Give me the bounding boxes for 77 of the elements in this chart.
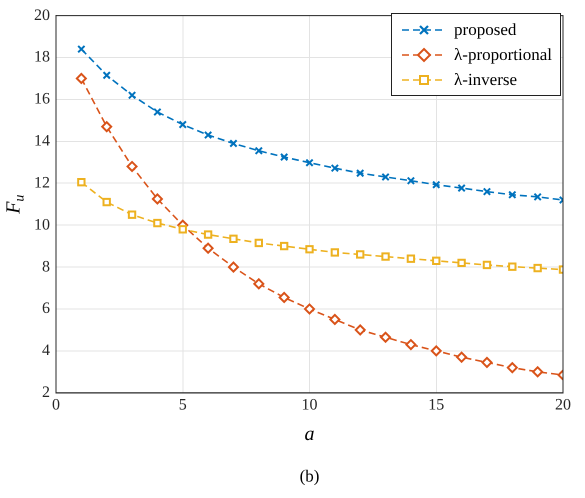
point bbox=[457, 184, 466, 192]
text: (b) bbox=[300, 466, 320, 486]
x-tick-label: 15 bbox=[428, 396, 444, 414]
point bbox=[406, 176, 416, 185]
point bbox=[508, 262, 516, 271]
point bbox=[304, 303, 315, 314]
point bbox=[456, 352, 468, 363]
point bbox=[305, 158, 314, 167]
point bbox=[508, 190, 516, 199]
point bbox=[329, 314, 340, 325]
y-tick-label: 20 bbox=[34, 6, 50, 24]
point bbox=[204, 130, 212, 140]
y-tick-label: 8 bbox=[42, 258, 50, 276]
y-tick-label: 4 bbox=[42, 342, 50, 360]
point bbox=[178, 120, 187, 129]
point bbox=[305, 245, 314, 254]
point bbox=[254, 238, 263, 248]
point bbox=[101, 121, 112, 132]
point bbox=[278, 292, 290, 303]
point bbox=[354, 324, 366, 336]
point bbox=[229, 234, 238, 243]
point bbox=[128, 210, 136, 219]
point bbox=[356, 169, 364, 178]
point bbox=[153, 108, 162, 116]
point bbox=[102, 198, 111, 206]
point bbox=[533, 192, 542, 202]
point bbox=[481, 356, 492, 368]
point bbox=[432, 256, 440, 265]
point bbox=[76, 72, 87, 84]
point bbox=[380, 332, 392, 343]
y-tick-label: 10 bbox=[34, 216, 50, 234]
legend-label: λ-proportional bbox=[454, 44, 552, 64]
x-tick-label: 20 bbox=[555, 396, 571, 414]
y-tick-label: 16 bbox=[34, 90, 50, 108]
point bbox=[330, 248, 340, 257]
point bbox=[381, 252, 390, 261]
x-tick-label: 10 bbox=[302, 396, 318, 414]
x-axis-title: a bbox=[304, 423, 314, 446]
point bbox=[432, 180, 440, 189]
legend-label: λ-inverse bbox=[454, 70, 518, 90]
point bbox=[152, 193, 163, 204]
point bbox=[202, 242, 214, 254]
point bbox=[128, 91, 136, 100]
point bbox=[381, 172, 390, 182]
legend-label: proposed bbox=[454, 20, 516, 40]
point bbox=[280, 152, 288, 162]
point bbox=[126, 160, 138, 172]
point bbox=[102, 71, 111, 80]
point bbox=[229, 139, 238, 148]
point bbox=[405, 339, 416, 350]
point bbox=[254, 146, 263, 155]
point bbox=[533, 264, 542, 272]
point bbox=[280, 242, 288, 250]
point bbox=[406, 254, 416, 263]
y-axis-title: Fu bbox=[2, 194, 28, 215]
point bbox=[356, 250, 364, 259]
point bbox=[482, 187, 492, 196]
point bbox=[77, 178, 86, 186]
point bbox=[153, 218, 162, 228]
point bbox=[253, 278, 264, 290]
point bbox=[506, 362, 518, 374]
point bbox=[204, 230, 212, 239]
y-tick-label: 18 bbox=[34, 48, 50, 66]
point bbox=[430, 345, 442, 356]
y-tick-label: 6 bbox=[42, 300, 50, 318]
x-tick-label: 5 bbox=[178, 396, 187, 414]
point bbox=[330, 164, 340, 172]
point bbox=[228, 262, 239, 273]
y-tick-label: 2 bbox=[42, 384, 50, 402]
y-tick-label: 12 bbox=[34, 174, 50, 192]
y-tick-label: 14 bbox=[34, 132, 50, 150]
point bbox=[482, 260, 492, 270]
x-tick-label: 0 bbox=[52, 396, 60, 414]
point bbox=[532, 366, 544, 378]
point bbox=[178, 225, 187, 234]
point bbox=[77, 44, 86, 54]
point bbox=[457, 258, 466, 268]
